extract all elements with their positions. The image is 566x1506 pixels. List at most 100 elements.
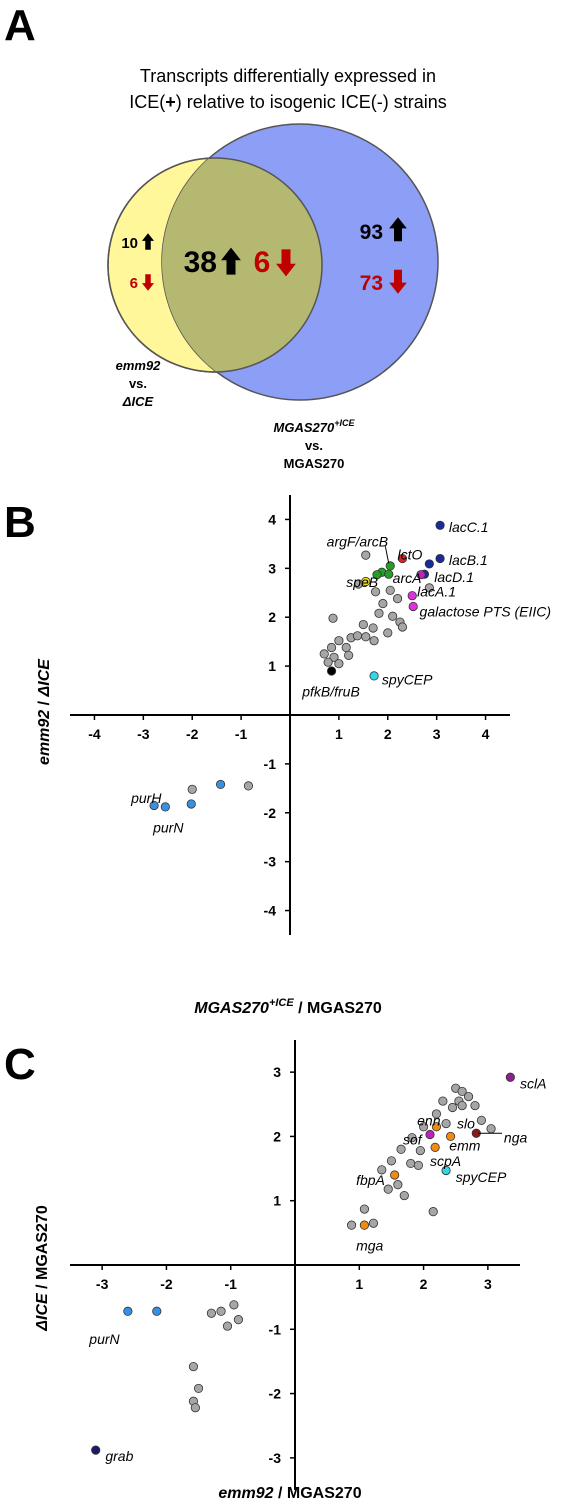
data-point (346, 1220, 357, 1230)
down-arrow-shape (389, 269, 407, 294)
chart-b-ylabel-italic: emm92 (36, 710, 53, 765)
data-point (425, 1129, 435, 1140)
point-annotation: purH (130, 790, 162, 806)
y-tick-label: 3 (273, 1064, 281, 1080)
x-tick-label: 3 (484, 1276, 492, 1292)
up-arrow-shape (221, 247, 241, 275)
chart-b-ylabel-rest: / (36, 696, 53, 709)
data-point (393, 1180, 403, 1190)
data-point (326, 666, 337, 676)
data-point (447, 1102, 458, 1113)
x-tick-label: -2 (160, 1276, 173, 1292)
chart-b-xlabel-sup: +ICE (269, 997, 294, 1009)
y-tick-label: -1 (269, 1321, 282, 1337)
data-point (399, 1190, 409, 1201)
data-point (323, 657, 333, 667)
data-point (486, 1124, 496, 1134)
venn-right-down-arrow (389, 269, 407, 294)
venn-left-label-3: ΔICE (122, 394, 154, 409)
data-point (215, 779, 226, 790)
data-point (416, 570, 426, 580)
data-point (415, 1145, 425, 1156)
data-point (384, 569, 394, 579)
data-point (361, 550, 371, 560)
data-point (476, 1115, 487, 1125)
venn-center-up-arrow (221, 247, 241, 275)
data-point (388, 611, 398, 621)
data-point (361, 632, 371, 642)
venn-right-up-count: 93 (360, 221, 383, 244)
data-point (369, 671, 379, 681)
y-tick-label: -2 (269, 1386, 282, 1402)
data-point (390, 1170, 400, 1180)
point-annotation: nga (504, 1130, 528, 1146)
data-point (229, 1300, 239, 1310)
point-annotation: speB (346, 574, 378, 590)
data-point (91, 1445, 101, 1455)
y-tick-label: 2 (273, 1128, 281, 1144)
chart-b-xlabel-rest: / MGAS270 (294, 1000, 382, 1017)
y-tick-label: 2 (268, 609, 276, 625)
data-point (352, 631, 363, 641)
data-point (374, 608, 384, 618)
y-tick-label: -2 (264, 805, 277, 821)
venn-right-down-count: 73 (360, 272, 383, 295)
data-point (408, 601, 418, 612)
data-point (378, 598, 388, 609)
x-tick-label: -3 (137, 726, 150, 742)
data-point (186, 799, 196, 809)
data-point (407, 591, 417, 601)
point-annotation: arcA (393, 570, 422, 586)
data-point (188, 1361, 199, 1372)
data-point (431, 1122, 442, 1132)
chart-c-ylabel-rest: / MGAS270 (34, 1205, 51, 1293)
x-tick-label: 3 (433, 726, 441, 742)
data-point (407, 1133, 417, 1143)
data-point (445, 1131, 456, 1142)
scatter-chart-b: -4 -3 -2 -1 1 2 3 4 -4 -3 -2 -1 1 2 3 4 lacC.1 lacB.1lacD… (70, 495, 551, 935)
data-point (193, 1383, 204, 1394)
chart-b-ylabel-italic2: ΔICE (36, 658, 53, 698)
venn-right-label-1: MGAS270+ICE (274, 418, 356, 435)
venn-circle-left-outline (107, 157, 323, 373)
x-tick-label: -3 (96, 1276, 109, 1292)
x-tick-label: -1 (224, 1276, 237, 1292)
venn-right-up-arrow (389, 217, 407, 242)
data-point (386, 1156, 397, 1166)
venn-left-label-2: vs. (129, 376, 147, 391)
point-annotation: mga (356, 1238, 383, 1254)
venn-left-down-arrow (141, 274, 155, 291)
chart-b-xlabel: MGAS270+ICE / MGAS270 (194, 997, 382, 1017)
data-point (353, 579, 364, 589)
point-annotation: grab (105, 1448, 133, 1464)
point-annotation: enn (417, 1112, 441, 1128)
data-point (334, 659, 344, 669)
data-point (370, 587, 381, 597)
venn-right-label-1b: +ICE (334, 418, 355, 428)
data-point (406, 1158, 416, 1169)
data-point (243, 781, 254, 791)
point-annotation: lacB.1 (449, 552, 488, 568)
up-arrow-shape (141, 233, 155, 250)
data-point (431, 1109, 442, 1119)
data-point (368, 623, 378, 633)
data-point (397, 553, 408, 564)
data-point (418, 1122, 429, 1132)
point-annotation: lctO (398, 547, 423, 563)
data-point (505, 1072, 515, 1082)
point-annotation: purN (152, 819, 184, 835)
data-point (392, 594, 403, 604)
y-tick-label: -3 (264, 854, 277, 870)
chart-c-xlabel-rest: / MGAS270 (274, 1485, 362, 1502)
y-tick-label: 1 (273, 1193, 281, 1209)
data-point (441, 1165, 451, 1176)
venn-right-label-1a: MGAS270 (274, 420, 335, 435)
venn-center-down-arrow (276, 249, 296, 277)
point-annotation: scpA (430, 1153, 461, 1169)
data-point (222, 1321, 233, 1331)
data-point (206, 1308, 217, 1318)
data-point (341, 642, 351, 653)
point-annotation: lacA.1 (417, 583, 456, 599)
